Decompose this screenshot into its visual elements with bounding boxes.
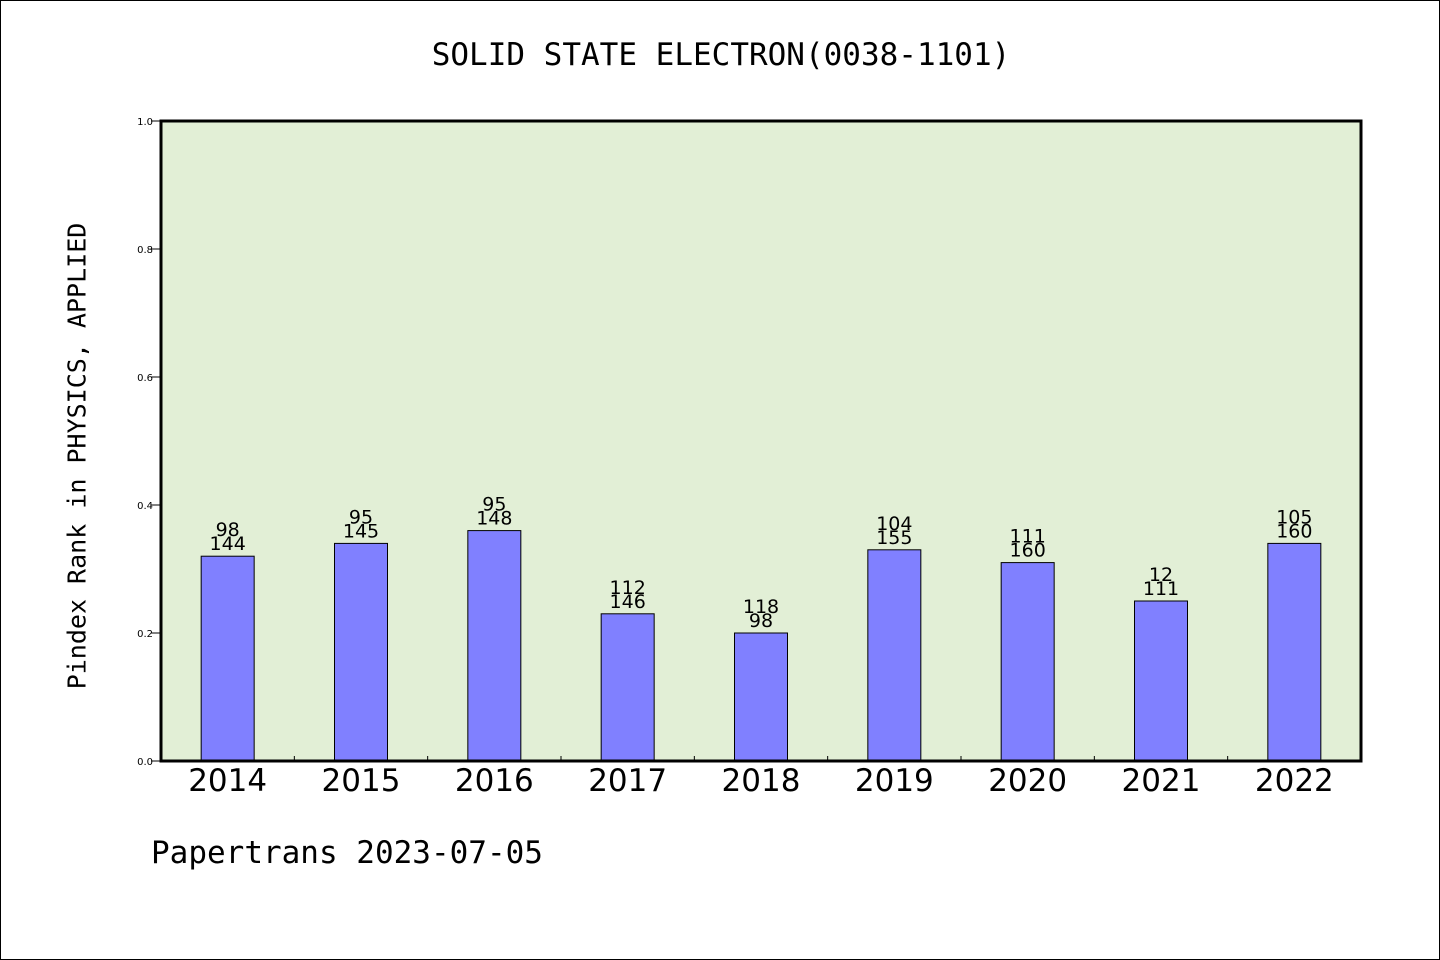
data-label-top: 111 — [1010, 526, 1046, 548]
data-label-bottom: 146 — [610, 591, 646, 613]
y-tick-label: 0.6 — [137, 373, 153, 384]
y-tick-label: 0.0 — [137, 757, 153, 768]
data-labels: 9814420149514520159514820161121462017118… — [188, 494, 1334, 799]
data-label-bottom: 145 — [343, 520, 379, 542]
data-label-top: 12 — [1149, 564, 1173, 586]
bars — [200, 530, 1322, 762]
data-label-bottom: 98 — [749, 610, 773, 632]
bar-2017 — [600, 613, 655, 762]
data-label-top: 112 — [610, 577, 646, 599]
data-label-top: 118 — [743, 596, 779, 618]
bar-2021 — [1134, 600, 1188, 762]
x-tick-label: 2016 — [455, 763, 534, 799]
data-label-bottom: 155 — [876, 527, 912, 549]
data-label-top: 95 — [482, 494, 506, 516]
chart-title: SOLID STATE ELECTRON(0038-1101) — [431, 37, 1011, 73]
footer-credit: Papertrans 2023-07-05 — [151, 835, 543, 871]
y-tick-label: 1.0 — [137, 117, 153, 128]
data-label-bottom: 148 — [476, 508, 512, 530]
y-tick-label: 0.4 — [137, 501, 153, 512]
x-tick-label: 2020 — [988, 763, 1067, 799]
data-label-top: 98 — [216, 519, 240, 541]
x-tick-label: 2017 — [588, 763, 667, 799]
data-label-bottom: 160 — [1010, 540, 1046, 562]
bar-2016 — [467, 530, 522, 762]
data-label-top: 105 — [1276, 506, 1312, 528]
bar-2022 — [1267, 542, 1322, 762]
x-tick-label: 2015 — [322, 763, 401, 799]
data-label-top: 104 — [876, 513, 912, 535]
x-tick-label: 2014 — [188, 763, 267, 799]
x-tick-label: 2019 — [855, 763, 934, 799]
y-tick-label: 0.8 — [137, 245, 153, 256]
data-label-bottom: 144 — [210, 533, 246, 555]
data-label-bottom: 111 — [1143, 578, 1179, 600]
data-label-top: 95 — [349, 506, 373, 528]
y-tick-label: 0.2 — [137, 629, 153, 640]
bar-2020 — [1000, 562, 1055, 762]
bar-2019 — [867, 549, 922, 762]
axis-ticks: 0.0 0.2 0.4 0.6 0.8 1.0 — [137, 117, 1229, 768]
x-tick-label: 2018 — [722, 763, 801, 799]
bar-2014 — [200, 555, 255, 762]
x-tick-label: 2022 — [1255, 763, 1334, 799]
data-label-bottom: 160 — [1276, 520, 1312, 542]
bar-2018 — [734, 632, 788, 762]
x-tick-label: 2021 — [1122, 763, 1201, 799]
plot-frame — [159, 119, 1363, 763]
bar-2015 — [334, 542, 388, 762]
